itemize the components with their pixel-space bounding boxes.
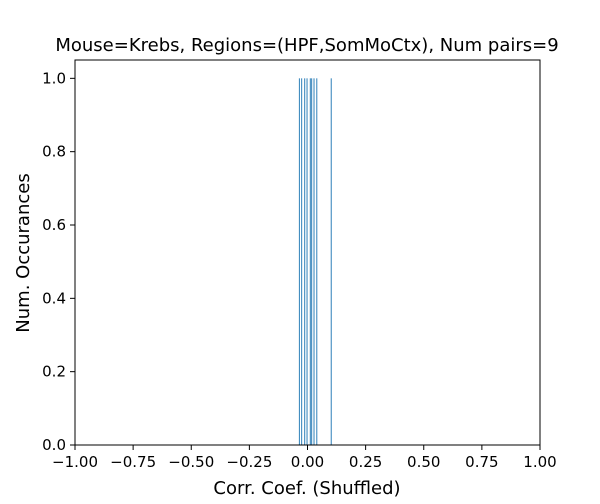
- x-tick-label: 0.25: [349, 453, 382, 471]
- x-tick-label: 0.50: [407, 453, 440, 471]
- y-axis-label: Num. Occurances: [13, 173, 34, 332]
- y-tick-label: 0.4: [42, 289, 66, 307]
- y-tick-label: 0.2: [42, 363, 66, 381]
- x-tick-label: −0.75: [110, 453, 156, 471]
- histogram-bar: [316, 78, 318, 445]
- histogram-bar: [298, 78, 300, 445]
- histogram-bar: [301, 78, 303, 445]
- y-tick-label: 0.0: [42, 436, 66, 454]
- x-axis: −1.00 −0.75 −0.50 −0.25 0.00 0.25 0.50 0.75 1.00: [52, 445, 557, 471]
- histogram-bar: [330, 78, 332, 445]
- x-tick-label: 1.00: [523, 453, 556, 471]
- histogram-bar: [306, 78, 308, 445]
- x-axis-label: Corr. Coef. (Shuffled): [213, 478, 400, 499]
- y-axis: 0.0 0.2 0.4 0.6 0.8 1.0: [42, 69, 75, 454]
- y-tick-label: 1.0: [42, 69, 66, 87]
- x-tick-label: −1.00: [52, 453, 98, 471]
- histogram-bar: [304, 78, 306, 445]
- x-tick-label: −0.25: [226, 453, 272, 471]
- x-tick-label: 0.00: [291, 453, 324, 471]
- histogram-bar: [311, 78, 313, 445]
- histogram-bar: [309, 78, 311, 445]
- x-tick-label: 0.75: [465, 453, 498, 471]
- plot-area: [298, 78, 332, 445]
- y-tick-label: 0.8: [42, 143, 66, 161]
- chart-title: Mouse=Krebs, Regions=(HPF,SomMoCtx), Num…: [55, 35, 558, 56]
- y-tick-label: 0.6: [42, 216, 66, 234]
- histogram-bar: [313, 78, 315, 445]
- x-tick-label: −0.50: [168, 453, 214, 471]
